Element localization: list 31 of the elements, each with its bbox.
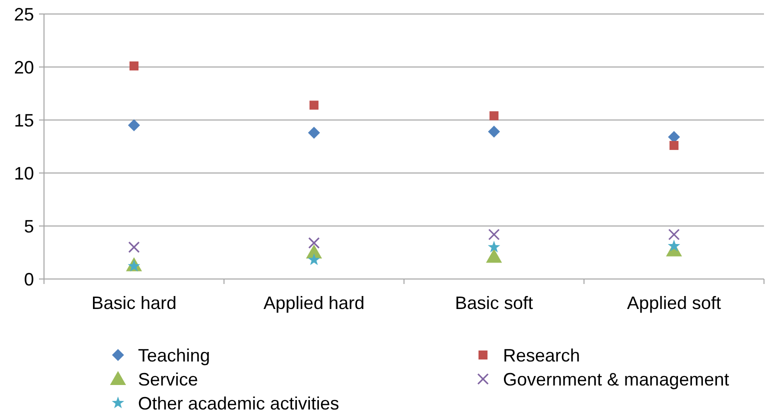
point xyxy=(488,126,500,138)
y-tick-label: 20 xyxy=(14,57,34,78)
point xyxy=(128,119,140,132)
x-tick-label: Applied soft xyxy=(626,293,722,313)
point xyxy=(668,240,680,252)
x-tick-label: Basic soft xyxy=(454,293,534,313)
point xyxy=(488,240,500,252)
point xyxy=(670,140,678,150)
point xyxy=(486,248,502,263)
point xyxy=(668,228,680,240)
point xyxy=(308,237,320,249)
y-tick-label: 5 xyxy=(24,216,34,236)
legend-label: Research xyxy=(503,345,580,366)
point xyxy=(130,61,138,70)
legend-label: Government & management xyxy=(503,369,730,390)
legend-label: Other academic activities xyxy=(138,393,340,414)
point xyxy=(308,126,320,139)
y-tick-label: 0 xyxy=(24,269,34,290)
point xyxy=(310,100,318,110)
point xyxy=(488,228,500,240)
y-tick-label: 10 xyxy=(14,163,34,184)
point xyxy=(490,111,498,120)
point xyxy=(308,253,320,266)
y-tick-label: 25 xyxy=(14,4,34,24)
legend-label: Service xyxy=(138,369,198,390)
y-tick-label: 15 xyxy=(14,110,34,130)
legend-label: Teaching xyxy=(138,345,210,366)
x-tick-label: Applied hard xyxy=(263,293,365,313)
point xyxy=(128,241,140,253)
x-tick-label: Basic hard xyxy=(91,293,177,313)
point xyxy=(128,260,140,272)
